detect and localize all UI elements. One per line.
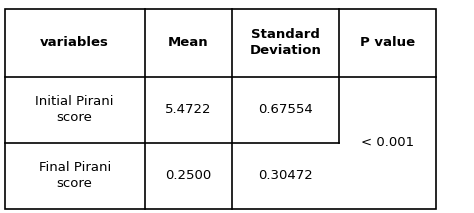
Text: P value: P value [360, 36, 415, 49]
Text: 0.2500: 0.2500 [165, 169, 211, 182]
Text: Final Pirani
score: Final Pirani score [38, 161, 111, 190]
Text: 0.30472: 0.30472 [258, 169, 313, 182]
Text: variables: variables [40, 36, 109, 49]
Text: 5.4722: 5.4722 [165, 103, 212, 116]
Text: Standard
Deviation: Standard Deviation [250, 28, 321, 57]
Text: < 0.001: < 0.001 [361, 136, 414, 149]
Text: Mean: Mean [168, 36, 209, 49]
Text: Initial Pirani
score: Initial Pirani score [36, 95, 114, 124]
Text: 0.67554: 0.67554 [258, 103, 313, 116]
